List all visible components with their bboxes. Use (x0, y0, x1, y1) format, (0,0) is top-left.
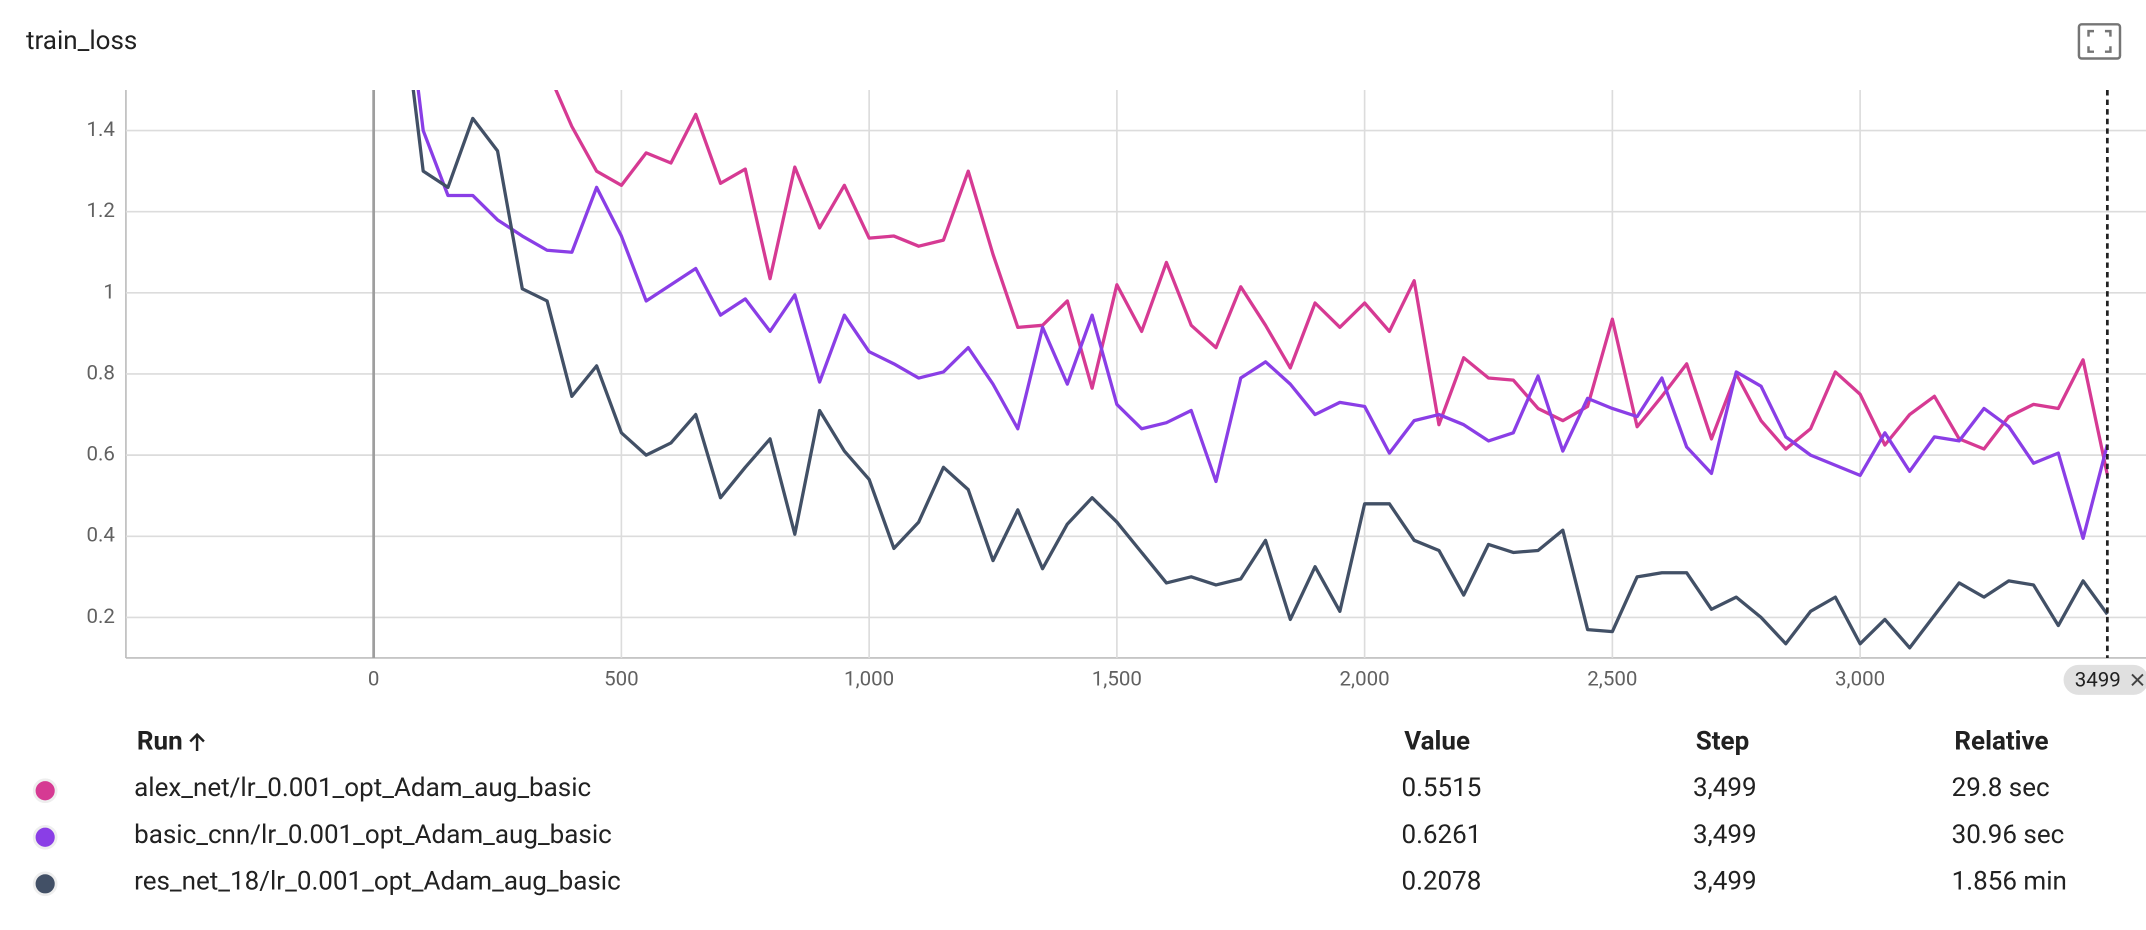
series-line (416, 89, 2109, 540)
y-tick-label: 0.2 (86, 605, 114, 629)
table-cell: 0.6261 (1401, 820, 1481, 850)
x-tick-label: 3,000 (1835, 667, 1885, 691)
series-line (554, 89, 2109, 476)
run-color-dot[interactable] (32, 778, 58, 804)
x-tick-label: 2,500 (1587, 667, 1637, 691)
y-tick-label: 1 (103, 280, 115, 304)
run-name: basic_cnn/lr_0.001_opt_Adam_aug_basic (134, 820, 612, 850)
y-tick-label: 0.6 (86, 443, 114, 467)
card-title: train_loss (26, 26, 137, 56)
table-cell: 1.856 min (1952, 866, 2067, 896)
fullscreen-icon (2077, 23, 2122, 60)
step-cursor-close[interactable] (2131, 673, 2144, 687)
plot-area (411, 89, 2109, 650)
run-name: alex_net/lr_0.001_opt_Adam_aug_basic (134, 773, 591, 803)
run-name: res_net_18/lr_0.001_opt_Adam_aug_basic (134, 866, 621, 896)
x-tick-label: 1,000 (844, 667, 894, 691)
table-cell: 3,499 (1693, 773, 1757, 803)
table-cell: 29.8 sec (1952, 773, 2050, 803)
y-tick-label: 1.2 (86, 199, 114, 223)
x-tick-label: 1,500 (1092, 667, 1142, 691)
step-cursor-pill (2063, 664, 2146, 695)
column-header[interactable]: Relative (1954, 727, 2048, 757)
x-tick-label: 500 (604, 667, 639, 691)
table-cell: 0.2078 (1401, 866, 1481, 896)
table-cell: 30.96 sec (1952, 820, 2065, 850)
table-cell: 3,499 (1693, 820, 1757, 850)
y-tick-label: 0.4 (86, 524, 115, 548)
y-tick-label: 0.8 (86, 361, 114, 385)
run-color-dot[interactable] (32, 824, 58, 850)
fullscreen-button[interactable] (2077, 23, 2122, 60)
sort-arrow (189, 732, 205, 752)
table-cell: 3,499 (1693, 866, 1757, 896)
ticks: 0.2 0.4 0.6 0.8 1 1.2 1.4 0 500 1,000 1,500 2,000 2,… (86, 89, 2146, 695)
table-cell: 0.5515 (1401, 773, 1481, 803)
y-tick-label: 1.4 (86, 118, 115, 142)
step-cursor-label: 3499 (2075, 669, 2121, 693)
column-header[interactable]: Value (1404, 727, 1470, 757)
column-header[interactable]: Run (137, 727, 183, 757)
column-header[interactable]: Step (1696, 727, 1749, 757)
fullscreen-icon-corners (2087, 29, 2112, 53)
x-tick-label: 2,000 (1340, 667, 1390, 691)
run-color-dot[interactable] (32, 871, 58, 897)
data-table: Run Value Step Relative alex_net/lr_0.001_op… (32, 727, 2067, 897)
x-tick-label: 0 (368, 667, 380, 691)
series-line (411, 89, 2109, 650)
